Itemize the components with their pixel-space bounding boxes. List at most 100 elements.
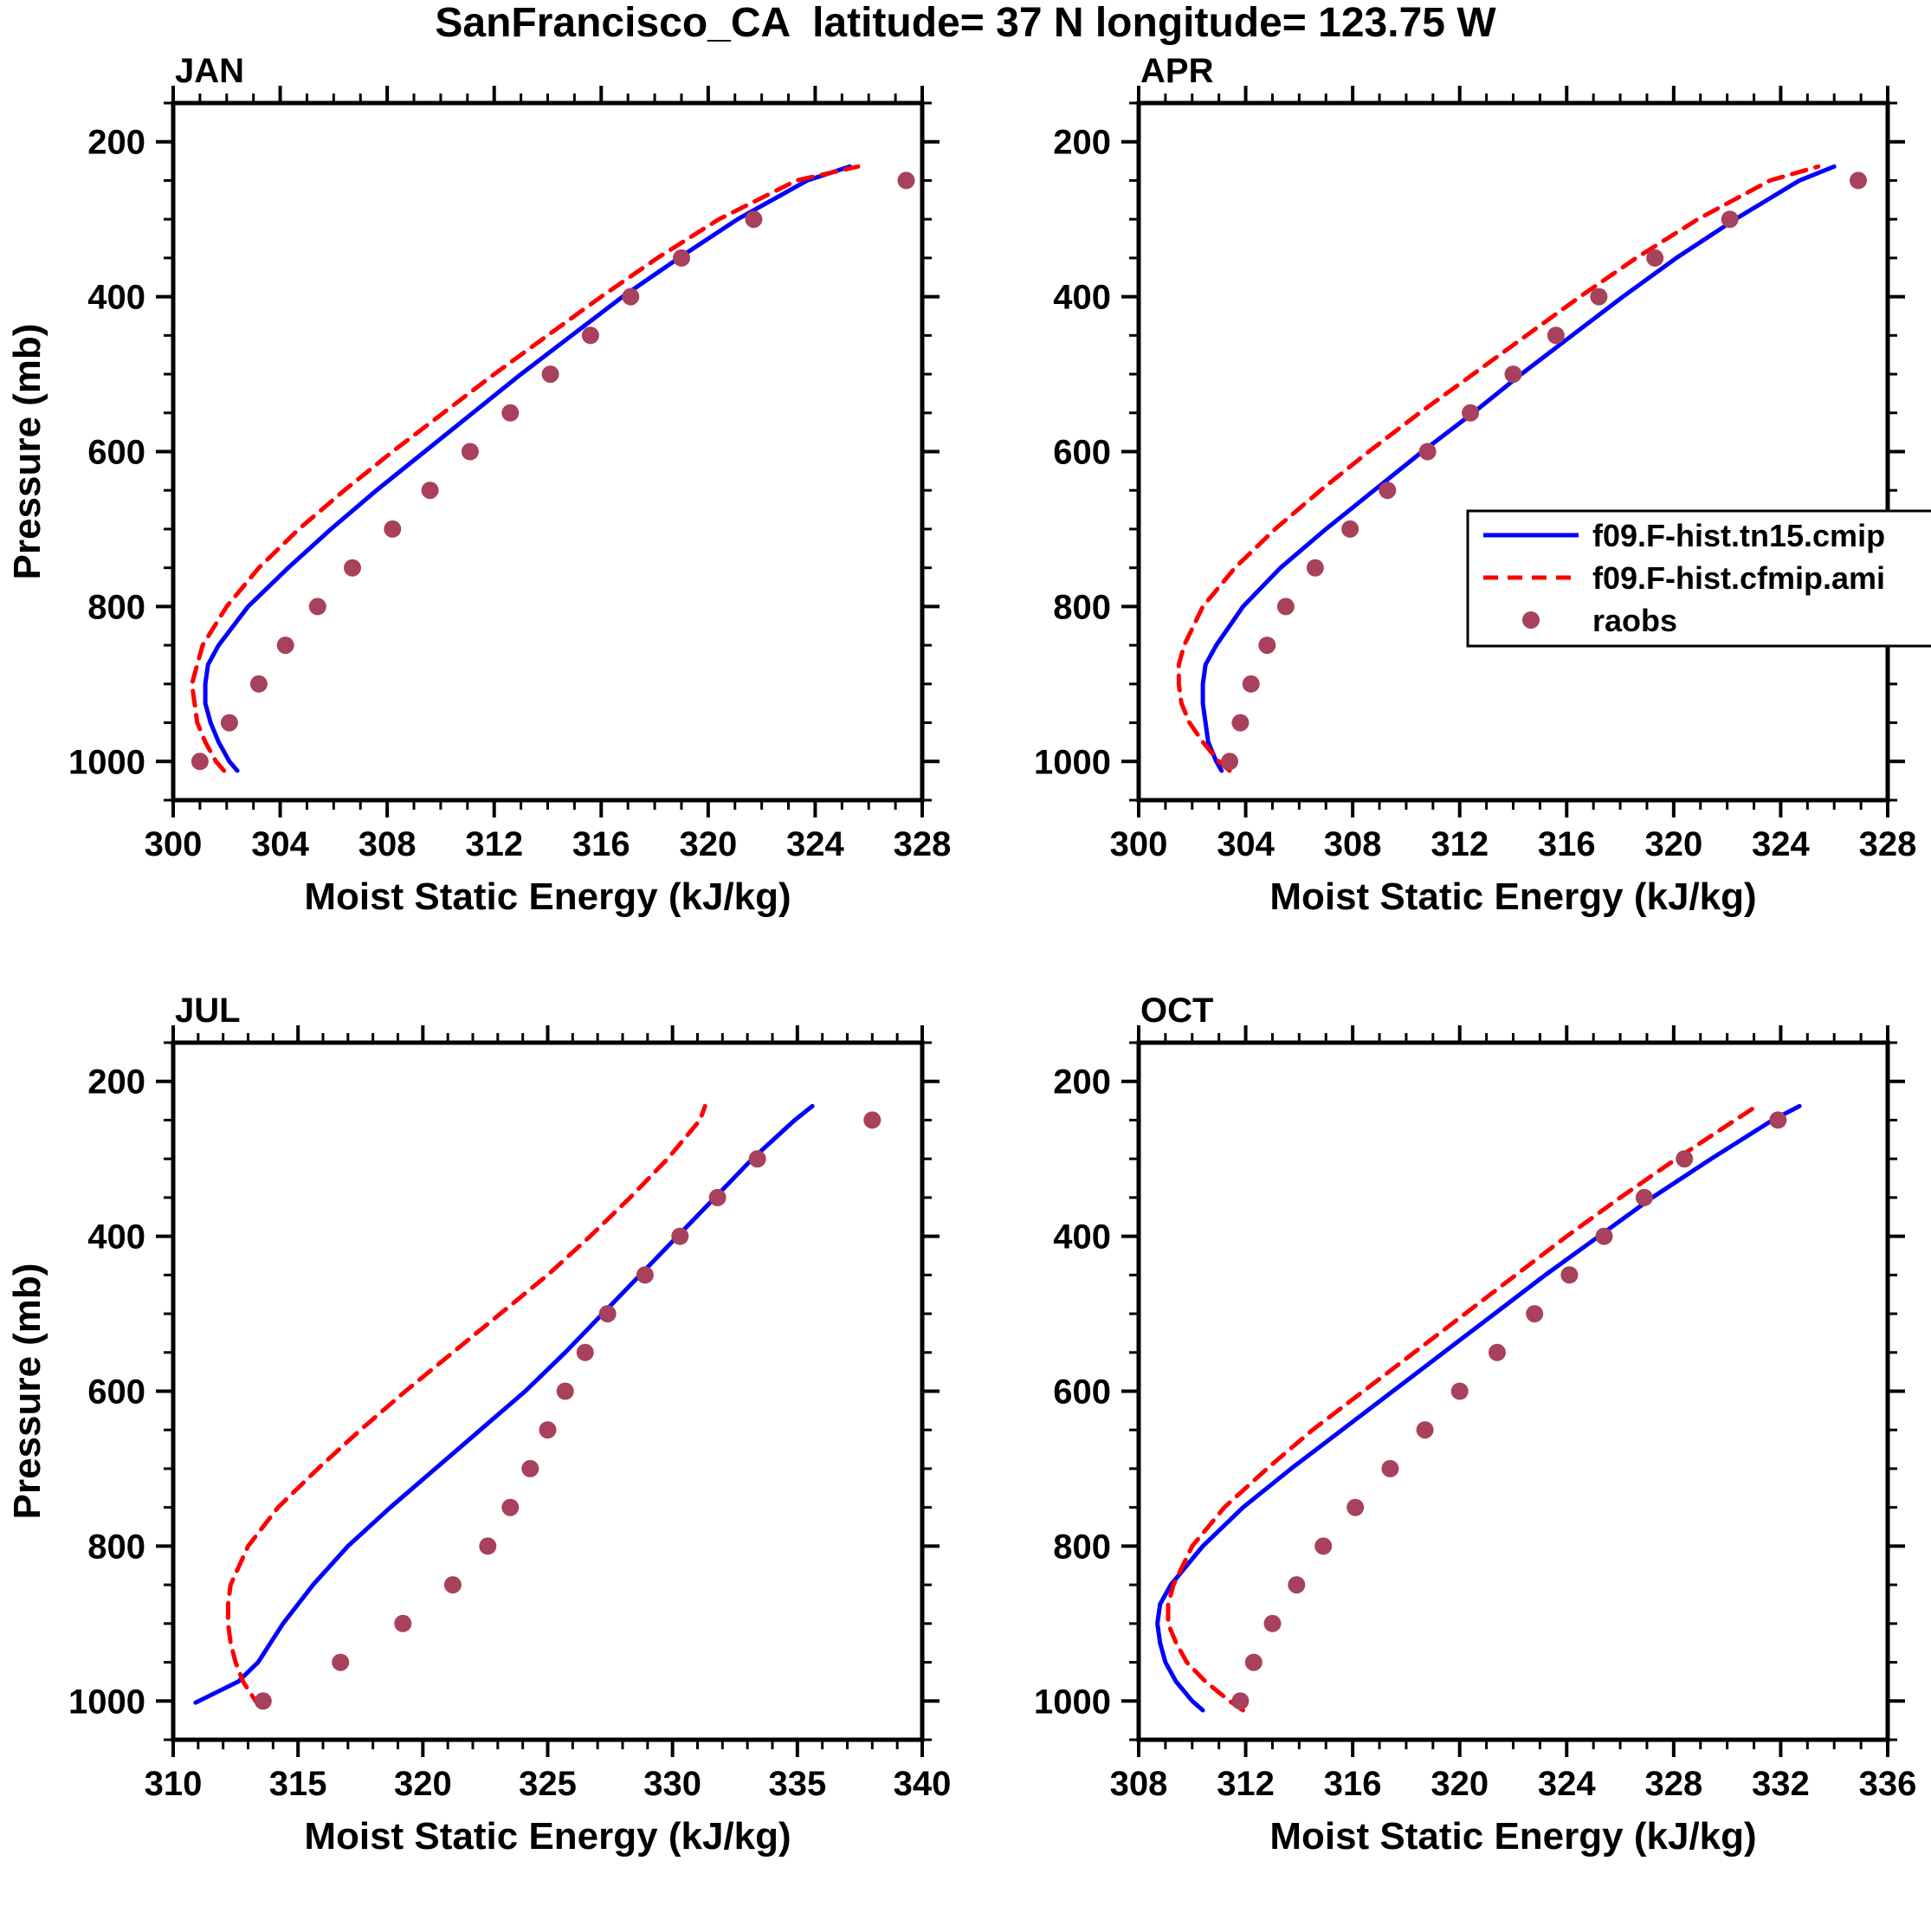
raobs-dot (1560, 1266, 1579, 1284)
raobs-dot (501, 404, 520, 422)
month-label: OCT (1140, 992, 1213, 1030)
raobs-dot (556, 1382, 574, 1400)
minor-ticks (164, 1033, 932, 1749)
x-tick-label: 328 (1859, 825, 1917, 863)
raobs-dot (220, 714, 238, 732)
chart-panel-jul: 310 315 320 325 330 335 340 200 400 600 800 1000 JUL… (6, 992, 952, 1858)
raobs-dot (671, 1227, 689, 1245)
raobs-dot (1258, 636, 1276, 655)
y-tick-label: 800 (1053, 588, 1111, 626)
raobs-dot (745, 210, 763, 229)
raobs-dot (636, 1266, 654, 1284)
raobs-dot (708, 1188, 727, 1206)
raobs-points (254, 1111, 882, 1710)
legend-entry-label: f09.F-hist.cfmip.ami (1592, 560, 1885, 596)
x-tick-label: 308 (1324, 825, 1382, 863)
raobs-dot (191, 753, 209, 771)
raobs-dot (421, 481, 439, 500)
legend-box: f09.F-hist.tn15.cmip f09.F-hist.cfmip.ami… (1466, 509, 1931, 648)
x-tick-label: 335 (768, 1765, 826, 1803)
x-tick-label: 304 (1217, 825, 1275, 863)
raobs-dot (276, 636, 294, 655)
raobs-dot (1547, 326, 1565, 345)
x-tick-label: 308 (358, 825, 417, 863)
raobs-dot (1306, 559, 1324, 577)
raobs-dot (1242, 675, 1260, 693)
series-line-cfmip (190, 164, 861, 773)
x-axis-title: Moist Static Energy (kJ/kg) (1269, 1815, 1756, 1858)
raobs-dot (1416, 1421, 1434, 1439)
plot-frame (171, 100, 925, 803)
x-tick-labels: 300 304 308 312 316 320 324 328 (145, 825, 952, 863)
x-axis-title: Moist Static Energy (kJ/kg) (1269, 876, 1756, 918)
raobs-dot (1314, 1537, 1333, 1555)
raobs-dot (1263, 1614, 1282, 1632)
x-tick-label: 320 (1644, 825, 1702, 863)
raobs-dot (581, 326, 599, 345)
major-ticks (156, 86, 940, 817)
x-tick-label: 320 (394, 1765, 452, 1803)
y-tick-label: 200 (87, 124, 145, 162)
raobs-dot (1595, 1227, 1613, 1245)
x-tick-label: 300 (145, 825, 203, 863)
raobs-dot (1221, 753, 1238, 771)
x-tick-label: 320 (679, 825, 737, 863)
raobs-dot (1504, 365, 1522, 384)
x-tick-label: 340 (894, 1765, 952, 1803)
raobs-dot (521, 1459, 539, 1477)
figure-title: SanFrancisco_CA latitude= 37 N longitude… (435, 0, 1496, 46)
x-axis-title: Moist Static Energy (kJ/kg) (304, 1815, 791, 1858)
x-tick-label: 325 (519, 1765, 577, 1803)
x-tick-label: 310 (145, 1765, 203, 1803)
month-label: JAN (175, 52, 244, 90)
x-tick-label: 316 (1324, 1765, 1382, 1803)
y-tick-label: 800 (87, 1528, 145, 1566)
x-axis-title: Moist Static Energy (kJ/kg) (304, 876, 791, 918)
raobs-dot (1721, 210, 1739, 229)
panel-grid: 300 304 308 312 316 320 324 328 200 400 600 800 1000… (0, 47, 1931, 1926)
raobs-dot (1347, 1498, 1365, 1516)
x-tick-label: 320 (1430, 1765, 1489, 1803)
x-tick-labels: 308 312 316 320 324 328 332 336 (1110, 1765, 1917, 1803)
raobs-dot (622, 288, 640, 306)
raobs-dot (1590, 288, 1608, 306)
y-tick-label: 1000 (68, 1683, 145, 1721)
raobs-dot (748, 1150, 766, 1168)
chart-panel-oct: 308 312 316 320 324 328 332 336 200 400 600 800 1000… (1034, 992, 1917, 1858)
x-tick-label: 308 (1110, 1765, 1168, 1803)
raobs-dot (344, 559, 361, 577)
plot-frame (1136, 1040, 1890, 1742)
y-tick-label: 200 (1053, 124, 1111, 162)
raobs-dot (1418, 443, 1437, 461)
x-tick-labels: 310 315 320 325 330 335 340 (145, 1765, 952, 1803)
raobs-dot (1635, 1188, 1653, 1206)
major-ticks (156, 1025, 940, 1757)
series-line-cmip (1155, 1103, 1802, 1713)
raobs-dot (598, 1305, 617, 1323)
y-tick-labels: 200 400 600 800 1000 (68, 124, 145, 782)
raobs-points (1221, 171, 1867, 771)
raobs-dot (254, 1692, 272, 1710)
x-tick-label: 336 (1859, 1765, 1917, 1803)
x-tick-label: 324 (1752, 825, 1810, 863)
raobs-points (1231, 1111, 1787, 1710)
y-tick-label: 1000 (1034, 743, 1111, 781)
major-ticks (1121, 1025, 1905, 1757)
raobs-dot (501, 1498, 520, 1516)
legend-entry-label: f09.F-hist.tn15.cmip (1592, 518, 1885, 553)
raobs-dot (673, 249, 690, 267)
y-tick-label: 1000 (1034, 1683, 1111, 1721)
plot-frame (1136, 100, 1890, 803)
y-tick-label: 600 (87, 434, 145, 472)
raobs-dot (1231, 1692, 1250, 1710)
raobs-dot (308, 598, 326, 616)
x-tick-label: 328 (894, 825, 952, 863)
x-tick-label: 315 (269, 1765, 327, 1803)
raobs-dot (897, 171, 915, 190)
y-tick-label: 400 (87, 279, 145, 317)
chart-panel-apr: 300 304 308 312 316 320 324 328 200 400 600 800 1000… (1034, 52, 1931, 918)
raobs-dot (1526, 1305, 1544, 1323)
x-tick-label: 300 (1110, 825, 1168, 863)
x-tick-label: 312 (465, 825, 523, 863)
